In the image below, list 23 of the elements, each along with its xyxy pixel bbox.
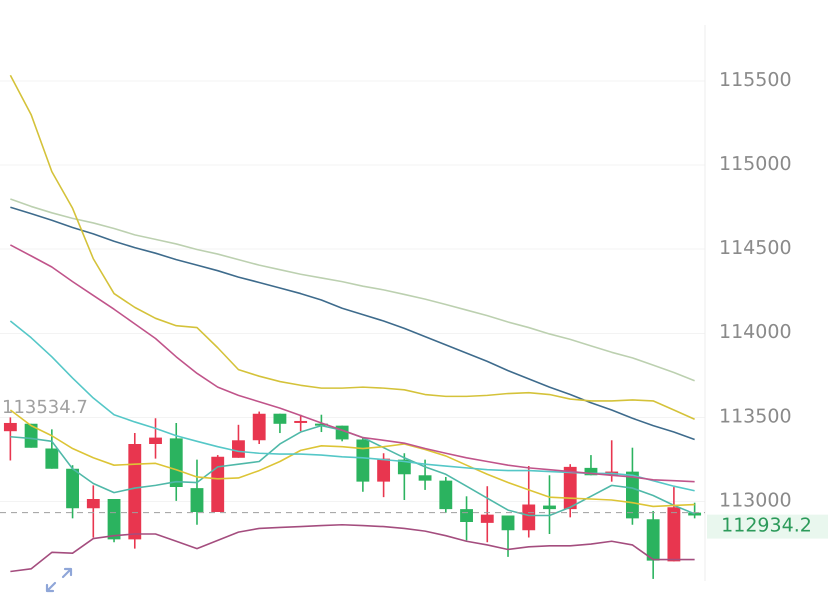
candlestick <box>480 485 494 544</box>
y-tick-label: 113500 <box>719 405 792 428</box>
ref-line-label: 112934.2 <box>721 514 812 537</box>
candlestick <box>418 458 432 491</box>
candlestick <box>543 474 556 535</box>
y-tick-label: 113000 <box>719 489 792 512</box>
candlestick <box>398 452 411 501</box>
y-tick-label: 114500 <box>719 237 792 260</box>
candlestick <box>232 424 245 459</box>
y-tick-label: 115500 <box>719 68 792 91</box>
candlestick <box>4 416 17 462</box>
candlestick <box>377 452 390 498</box>
candlestick <box>294 414 308 432</box>
y-tick-label: 114000 <box>719 321 792 344</box>
candlestick <box>149 417 162 460</box>
candlestick <box>274 412 286 434</box>
y-tick-label: 115000 <box>719 152 792 175</box>
candlestick <box>45 428 58 470</box>
annotation: 113534.7 <box>2 397 88 418</box>
candlestick <box>460 496 473 542</box>
candlestick <box>190 458 204 526</box>
candlestick <box>502 514 514 558</box>
candlestick <box>86 484 100 538</box>
